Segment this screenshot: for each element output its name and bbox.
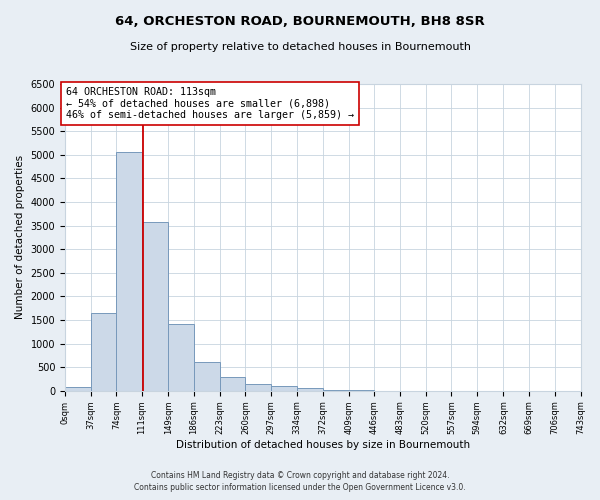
Bar [91,313,116,391]
X-axis label: Distribution of detached houses by size in Bournemouth: Distribution of detached houses by size … [176,440,470,450]
Bar [323,390,349,391]
Bar [142,222,169,391]
Text: 64, ORCHESTON ROAD, BOURNEMOUTH, BH8 8SR: 64, ORCHESTON ROAD, BOURNEMOUTH, BH8 8SR [115,15,485,28]
Bar [220,376,245,391]
Bar [116,152,142,391]
Bar [65,388,91,391]
Text: Contains HM Land Registry data © Crown copyright and database right 2024.: Contains HM Land Registry data © Crown c… [151,471,449,480]
Bar [297,388,323,391]
Text: Contains public sector information licensed under the Open Government Licence v3: Contains public sector information licen… [134,484,466,492]
Text: 64 ORCHESTON ROAD: 113sqm
← 54% of detached houses are smaller (6,898)
46% of se: 64 ORCHESTON ROAD: 113sqm ← 54% of detac… [67,87,355,120]
Bar [194,362,220,391]
Text: Size of property relative to detached houses in Bournemouth: Size of property relative to detached ho… [130,42,470,52]
Bar [169,324,194,391]
Bar [271,386,297,391]
Y-axis label: Number of detached properties: Number of detached properties [15,156,25,320]
Bar [245,384,271,391]
